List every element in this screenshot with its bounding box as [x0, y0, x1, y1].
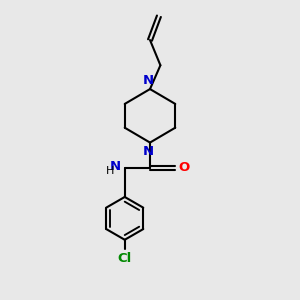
Text: N: N — [143, 145, 154, 158]
Text: Cl: Cl — [118, 252, 132, 265]
Text: N: N — [143, 74, 154, 87]
Text: H: H — [106, 167, 114, 176]
Text: N: N — [110, 160, 121, 173]
Text: O: O — [179, 161, 190, 174]
